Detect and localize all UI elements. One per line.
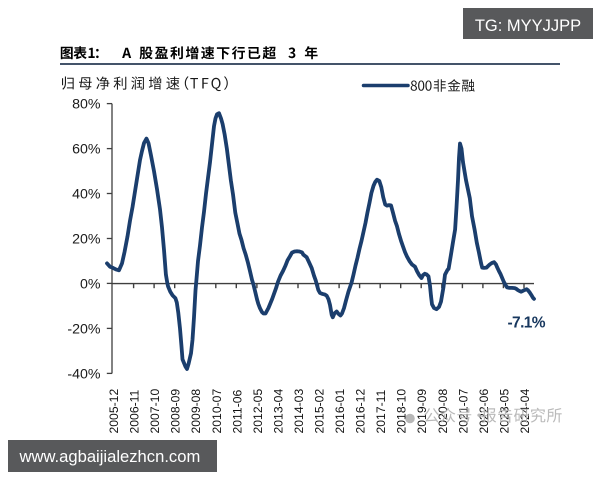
svg-text:2009-08: 2009-08 xyxy=(189,389,203,434)
svg-text:-40%: -40% xyxy=(67,366,101,382)
svg-text:-20%: -20% xyxy=(67,321,101,337)
svg-text:2024-04: 2024-04 xyxy=(518,389,532,434)
svg-text:40%: 40% xyxy=(72,187,101,203)
svg-text:2007-10: 2007-10 xyxy=(148,389,162,434)
svg-text:2008-09: 2008-09 xyxy=(169,389,183,434)
svg-text:2014-03: 2014-03 xyxy=(292,389,306,434)
svg-text:2016-12: 2016-12 xyxy=(354,389,368,434)
svg-text:2015-02: 2015-02 xyxy=(313,389,327,434)
svg-text:80%: 80% xyxy=(72,97,101,113)
svg-text:2016-01: 2016-01 xyxy=(333,389,347,434)
svg-text:20%: 20% xyxy=(72,232,101,248)
svg-text:2010-07: 2010-07 xyxy=(210,389,224,434)
svg-text:2018-10: 2018-10 xyxy=(395,389,409,434)
svg-text:2005-12: 2005-12 xyxy=(107,389,121,434)
svg-text:2020-08: 2020-08 xyxy=(436,389,450,434)
svg-text:0%: 0% xyxy=(80,276,101,292)
svg-text:2013-04: 2013-04 xyxy=(271,389,285,434)
svg-text:2011-06: 2011-06 xyxy=(230,389,244,433)
svg-text:2012-05: 2012-05 xyxy=(251,389,265,434)
svg-text:2019-09: 2019-09 xyxy=(415,389,429,434)
svg-text:60%: 60% xyxy=(72,142,101,158)
svg-text:-7.1%: -7.1% xyxy=(508,315,546,332)
svg-text:2017-11: 2017-11 xyxy=(374,389,388,433)
svg-text:2006-11: 2006-11 xyxy=(128,389,142,433)
